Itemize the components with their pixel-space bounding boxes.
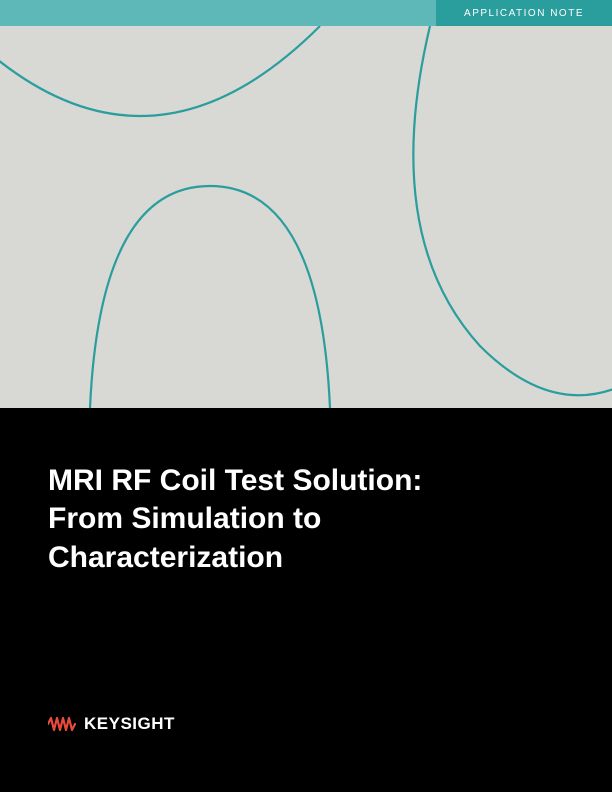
curve-2: [90, 186, 330, 408]
hero-graphic: [0, 26, 612, 408]
title-panel: MRI RF Coil Test Solution: From Simulati…: [0, 408, 612, 792]
document-title: MRI RF Coil Test Solution: From Simulati…: [48, 462, 468, 577]
top-bar: APPLICATION NOTE: [0, 0, 612, 26]
badge-label: APPLICATION NOTE: [464, 8, 584, 19]
hero-curves-svg: [0, 26, 612, 408]
brand-logo: KEYSIGHT: [48, 714, 175, 734]
curve-3: [413, 26, 612, 395]
curve-1: [0, 26, 320, 116]
application-note-badge: APPLICATION NOTE: [436, 0, 612, 26]
brand-name: KEYSIGHT: [84, 714, 175, 734]
keysight-wave-icon: [48, 716, 76, 732]
